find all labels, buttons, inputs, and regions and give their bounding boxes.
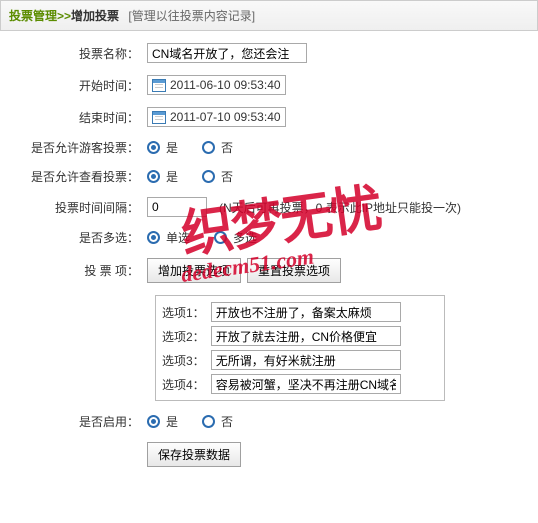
breadcrumb-root[interactable]: 投票管理 xyxy=(9,9,57,23)
breadcrumb-sep: >> xyxy=(57,9,71,23)
label-name: 投票名称： xyxy=(12,45,147,62)
view-yes-radio[interactable]: 是 xyxy=(147,168,178,185)
options-block: 选项1： 选项2： 选项3： 选项4： xyxy=(155,295,445,401)
radio-label: 否 xyxy=(221,413,233,430)
radio-label: 否 xyxy=(221,168,233,185)
option-label: 选项4： xyxy=(162,376,205,393)
label-options: 投 票 项： xyxy=(12,262,147,279)
label-multi: 是否多选： xyxy=(12,229,147,246)
label-start: 开始时间： xyxy=(12,77,147,94)
radio-label: 是 xyxy=(166,168,178,185)
label-view: 是否允许查看投票： xyxy=(12,168,147,185)
radio-label: 否 xyxy=(221,139,233,156)
option-label: 选项3： xyxy=(162,352,205,369)
option-input[interactable] xyxy=(211,374,401,394)
radio-label: 是 xyxy=(166,139,178,156)
end-time-value: 2011-07-10 09:53:40 xyxy=(170,110,281,124)
radio-icon xyxy=(147,231,160,244)
vote-form: 投票名称： 开始时间： 2011-06-10 09:53:40 结束时间： 20… xyxy=(0,31,538,491)
start-time-input[interactable]: 2011-06-10 09:53:40 xyxy=(147,75,286,95)
calendar-icon xyxy=(152,111,166,124)
radio-icon xyxy=(147,141,160,154)
option-row: 选项2： xyxy=(162,326,438,346)
guest-yes-radio[interactable]: 是 xyxy=(147,139,178,156)
multi-radio[interactable]: 多选 xyxy=(214,229,257,246)
radio-icon xyxy=(147,415,160,428)
page-title: 增加投票 xyxy=(71,9,119,23)
end-time-input[interactable]: 2011-07-10 09:53:40 xyxy=(147,107,286,127)
page-header: 投票管理>>增加投票 [管理以往投票内容记录] xyxy=(0,0,538,31)
radio-icon xyxy=(202,170,215,183)
option-row: 选项3： xyxy=(162,350,438,370)
radio-label: 单选 xyxy=(166,229,190,246)
enable-no-radio[interactable]: 否 xyxy=(202,413,233,430)
option-input[interactable] xyxy=(211,350,401,370)
option-label: 选项2： xyxy=(162,328,205,345)
start-time-value: 2011-06-10 09:53:40 xyxy=(170,78,281,92)
label-end: 结束时间： xyxy=(12,109,147,126)
interval-hint: (N天后可再投票，0 表示此IP地址只能投一次) xyxy=(219,199,461,216)
radio-icon xyxy=(202,415,215,428)
history-link[interactable]: [管理以往投票内容记录] xyxy=(128,9,255,23)
label-enable: 是否启用： xyxy=(12,413,147,430)
single-radio[interactable]: 单选 xyxy=(147,229,190,246)
label-guest: 是否允许游客投票： xyxy=(12,139,147,156)
option-input[interactable] xyxy=(211,302,401,322)
calendar-icon xyxy=(152,79,166,92)
radio-icon xyxy=(202,141,215,154)
radio-icon xyxy=(214,231,227,244)
option-input[interactable] xyxy=(211,326,401,346)
interval-input[interactable] xyxy=(147,197,207,217)
radio-label: 多选 xyxy=(233,229,257,246)
guest-no-radio[interactable]: 否 xyxy=(202,139,233,156)
label-interval: 投票时间间隔： xyxy=(12,199,147,216)
vote-name-input[interactable] xyxy=(147,43,307,63)
add-option-button[interactable]: 增加投票选项 xyxy=(147,258,241,283)
enable-yes-radio[interactable]: 是 xyxy=(147,413,178,430)
reset-option-button[interactable]: 重置投票选项 xyxy=(247,258,341,283)
radio-label: 是 xyxy=(166,413,178,430)
option-row: 选项4： xyxy=(162,374,438,394)
option-row: 选项1： xyxy=(162,302,438,322)
save-button[interactable]: 保存投票数据 xyxy=(147,442,241,467)
option-label: 选项1： xyxy=(162,304,205,321)
radio-icon xyxy=(147,170,160,183)
view-no-radio[interactable]: 否 xyxy=(202,168,233,185)
